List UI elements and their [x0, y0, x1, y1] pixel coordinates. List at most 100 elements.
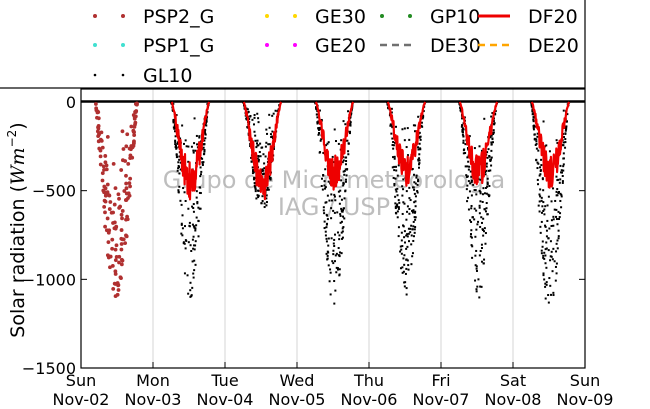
gl10-point: [256, 157, 259, 160]
gl10-point: [172, 121, 175, 124]
gl10-point: [393, 182, 396, 185]
gl10-point: [409, 199, 412, 202]
gl10-point: [180, 222, 183, 225]
gl10-point: [469, 170, 472, 173]
gl10-point: [189, 295, 192, 298]
gl10-point: [408, 138, 411, 141]
psp2-g-point: [107, 228, 112, 233]
gl10-point: [411, 228, 414, 231]
gl10-point: [402, 270, 405, 273]
gl10-point: [266, 186, 269, 189]
gl10-point: [411, 209, 414, 212]
gl10-point: [174, 135, 177, 138]
gl10-point: [560, 193, 563, 196]
gl10-point: [327, 251, 330, 254]
gl10-point: [187, 207, 190, 210]
x-tick-label-date: Nov-05: [269, 390, 326, 409]
gl10-point: [482, 262, 485, 265]
gl10-point: [270, 136, 273, 139]
gl10-point: [555, 190, 558, 193]
psp2-g-point: [126, 191, 131, 196]
psp2-g-point: [124, 144, 129, 149]
psp2-g-point: [120, 129, 125, 134]
gl10-point: [545, 281, 548, 284]
gl10-point: [330, 193, 333, 196]
gl10-point: [315, 113, 318, 116]
gl10-point: [530, 105, 533, 108]
gl10-point: [326, 142, 329, 145]
gl10-point: [320, 177, 323, 180]
gl10-point: [418, 162, 421, 165]
gl10-point: [542, 272, 545, 275]
gl10-point: [561, 175, 564, 178]
gl10-point: [407, 268, 410, 271]
legend-entry-gl10: GL10: [93, 65, 193, 87]
gl10-point: [541, 178, 544, 181]
psp2-g-point: [119, 247, 124, 252]
gl10-point: [202, 161, 205, 164]
gl10-point: [400, 252, 403, 255]
gl10-point: [397, 206, 400, 209]
gl10-point: [332, 253, 335, 256]
gl10-point: [193, 117, 196, 120]
gl10-point: [545, 247, 548, 250]
gl10-point: [181, 227, 184, 230]
gl10-point: [491, 138, 494, 141]
gl10-point: [397, 226, 400, 229]
gl10-point: [175, 147, 178, 150]
gl10-point: [394, 141, 397, 144]
gl10-point: [334, 140, 337, 143]
gl10-point: [397, 235, 400, 238]
gl10-point: [545, 266, 548, 269]
gl10-point: [411, 252, 414, 255]
psp2-g-point: [124, 198, 129, 202]
gl10-point: [475, 288, 478, 291]
gl10-point: [413, 188, 416, 191]
gl10-point: [401, 245, 404, 248]
psp2-g-point: [116, 192, 121, 197]
gl10-point: [203, 150, 206, 153]
gl10-point: [317, 120, 320, 123]
gl10-point: [478, 296, 481, 299]
gl10-point: [490, 149, 493, 152]
gl10-point: [395, 165, 398, 168]
gl10-point: [195, 224, 198, 227]
gl10-point: [186, 274, 189, 277]
psp2-g-point: [98, 148, 103, 153]
gl10-point: [325, 240, 328, 243]
gl10-point: [337, 247, 340, 250]
gl10-point: [475, 249, 478, 252]
psp2-g-point: [95, 129, 100, 134]
psp2-g-point: [132, 124, 137, 129]
gl10-point: [347, 150, 350, 153]
psp2-g-point: [103, 199, 108, 204]
gl10-point: [177, 189, 180, 192]
gl10-point: [414, 210, 417, 213]
gl10-point: [183, 142, 186, 145]
gl10-point: [323, 220, 326, 223]
gl10-point: [478, 204, 481, 207]
gl10-point: [486, 177, 489, 180]
gl10-point: [548, 277, 551, 280]
gl10-point: [462, 152, 465, 155]
gl10-point: [258, 151, 261, 154]
gl10-point: [198, 186, 201, 189]
gl10-point: [319, 139, 322, 142]
gl10-point: [338, 202, 341, 205]
gl10-point: [548, 150, 551, 153]
gl10-point: [484, 186, 487, 189]
gl10-point: [547, 237, 550, 240]
psp2-g-point: [108, 265, 112, 270]
gl10-point: [197, 235, 200, 238]
gl10-point: [332, 242, 335, 245]
gl10-point: [329, 271, 332, 274]
gl10-point: [422, 110, 425, 113]
gl10-point: [544, 205, 547, 208]
gl10-point: [562, 136, 565, 139]
gl10-point: [538, 200, 541, 203]
gl10-point: [261, 173, 264, 176]
gl10-point: [490, 143, 493, 146]
gl10-point: [242, 101, 245, 104]
gl10-point: [397, 207, 400, 210]
gl10-point: [550, 224, 553, 227]
